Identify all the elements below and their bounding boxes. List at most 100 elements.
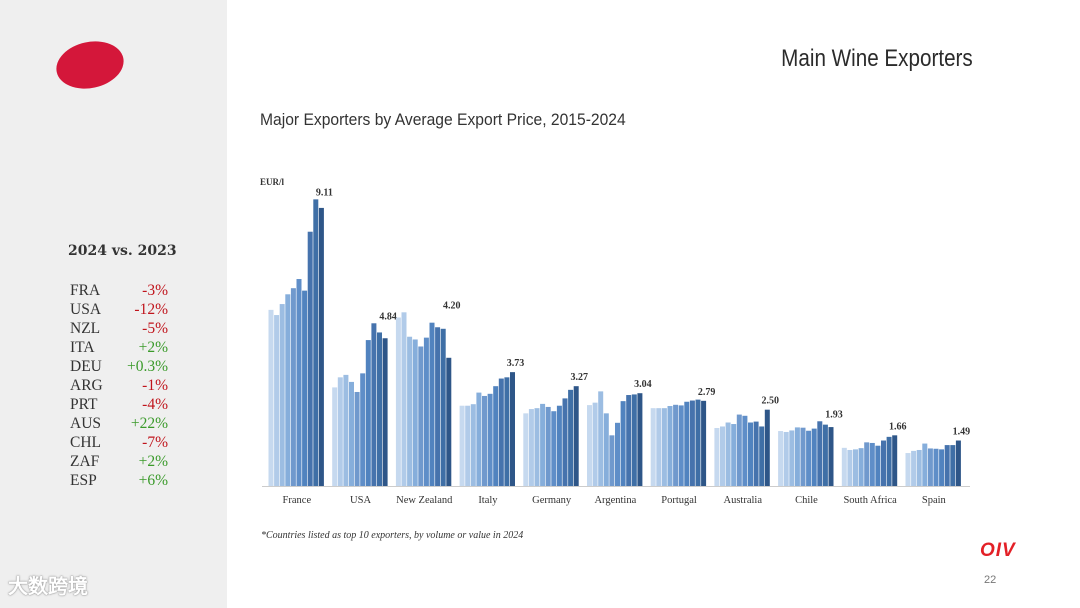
comparison-row: ITA +2% (70, 338, 168, 357)
bar-south-africa-2018 (858, 448, 864, 486)
data-label: 2.79 (698, 387, 716, 398)
bar-germany-2017 (534, 408, 540, 486)
bar-portugal-2015 (650, 408, 656, 486)
comparison-row: PRT -4% (70, 395, 168, 414)
country-code: ESP (70, 472, 97, 489)
change-value: +6% (138, 472, 168, 489)
bar-argentina-2023 (631, 394, 637, 486)
comparison-row: ESP +6% (70, 471, 168, 490)
bar-spain-2017 (916, 449, 922, 486)
x-tick-label: Portugal (661, 495, 697, 506)
comparison-row: DEU +0.3% (70, 357, 168, 376)
bar-spain-2020 (933, 448, 939, 486)
bar-italy-2015 (459, 405, 465, 486)
data-label: 4.84 (379, 311, 397, 322)
bar-germany-2018 (540, 403, 546, 486)
bar-chile-2017 (789, 430, 795, 486)
comparison-title: 2024 vs. 2023 (68, 243, 177, 259)
x-tick-label: Australia (724, 495, 763, 506)
comparison-row: NZL -5% (70, 319, 168, 338)
country-code: NZL (70, 320, 101, 337)
oiv-logo-text: OIV (980, 540, 1016, 561)
change-value: -7% (142, 434, 168, 451)
bar-australia-2021 (748, 422, 753, 486)
x-tick-label: Germany (532, 495, 572, 506)
change-value: +0.3% (126, 358, 168, 375)
data-label: 1.66 (889, 421, 907, 432)
bar-france-2020 (296, 279, 302, 486)
bar-south-africa-2022 (881, 440, 886, 486)
bar-new-zealand-2023 (440, 328, 446, 486)
y-axis-label: EUR/l (260, 177, 285, 187)
bar-italy-2022 (498, 378, 504, 486)
bar-france-2023 (313, 199, 319, 487)
data-label: 9.11 (316, 187, 333, 198)
bar-chile-2024 (828, 427, 834, 486)
footnote: *Countries listed as top 10 exporters, b… (261, 530, 524, 541)
data-label: 3.73 (507, 358, 525, 369)
country-code: ZAF (70, 453, 100, 470)
bar-argentina-2018 (603, 413, 609, 486)
bar-france-2021 (302, 290, 308, 486)
bar-germany-2019 (545, 406, 551, 486)
bar-new-zealand-2020 (423, 337, 429, 486)
bar-chile-2020 (806, 430, 812, 486)
bar-chile-2019 (800, 427, 806, 486)
comparison-row: CHL -7% (70, 433, 168, 452)
bar-italy-2021 (493, 386, 499, 486)
country-code: AUS (70, 415, 102, 432)
bar-italy-2016 (465, 405, 471, 486)
bar-argentina-2020 (615, 422, 620, 486)
country-code: PRT (70, 396, 98, 413)
change-value: -12% (134, 301, 168, 318)
bar-spain-2022 (944, 445, 950, 486)
change-value: -1% (142, 377, 168, 394)
bar-portugal-2024 (701, 400, 707, 486)
bar-argentina-2016 (592, 402, 598, 486)
comparison-row: ARG -1% (70, 376, 168, 395)
bar-france-2019 (290, 288, 296, 486)
bar-usa-2023 (377, 332, 382, 486)
bar-portugal-2017 (661, 408, 667, 486)
bar-usa-2020 (360, 373, 366, 486)
bar-italy-2024 (510, 372, 515, 486)
bar-italy-2019 (482, 395, 487, 486)
country-code: USA (70, 301, 102, 318)
bar-spain-2016 (911, 450, 917, 486)
bar-australia-2024 (764, 409, 770, 486)
bar-chile-2021 (811, 428, 817, 486)
bar-germany-2022 (562, 398, 568, 486)
bar-portugal-2020 (678, 405, 684, 486)
bar-new-zealand-2016 (401, 312, 407, 486)
comparison-list: FRA -3% USA -12% NZL -5% ITA +2% DEU +0.3% ARG -1% P… (70, 281, 168, 490)
bar-france-2024 (318, 207, 324, 486)
data-label: 2.50 (762, 396, 780, 407)
bar-spain-2018 (922, 443, 928, 486)
bar-spain-2024 (955, 440, 961, 486)
bar-usa-2021 (365, 340, 371, 486)
bar-new-zealand-2017 (407, 336, 413, 486)
bar-portugal-2018 (667, 406, 673, 486)
bar-australia-2015 (714, 428, 720, 486)
comparison-row: USA -12% (70, 300, 168, 319)
bar-usa-2017 (343, 374, 349, 486)
bar-australia-2016 (720, 426, 725, 486)
bar-france-2016 (274, 315, 280, 486)
bar-south-africa-2021 (875, 445, 881, 486)
bar-italy-2017 (470, 404, 476, 486)
bar-germany-2015 (523, 413, 529, 486)
slide-title: Main Wine Exporters (781, 45, 973, 72)
bar-south-africa-2020 (869, 442, 875, 486)
data-label: 1.93 (825, 409, 843, 420)
bar-australia-2022 (753, 421, 759, 486)
bar-new-zealand-2021 (429, 322, 435, 486)
chart-title: Major Exporters by Average Export Price,… (260, 110, 626, 129)
bar-spain-2021 (939, 449, 945, 486)
comparison-row: ZAF +2% (70, 452, 168, 471)
country-code: ARG (70, 377, 103, 394)
data-label: 1.49 (953, 427, 971, 438)
change-value: -5% (142, 320, 168, 337)
x-tick-label: Argentina (594, 495, 636, 506)
x-tick-label: New Zealand (396, 495, 453, 506)
